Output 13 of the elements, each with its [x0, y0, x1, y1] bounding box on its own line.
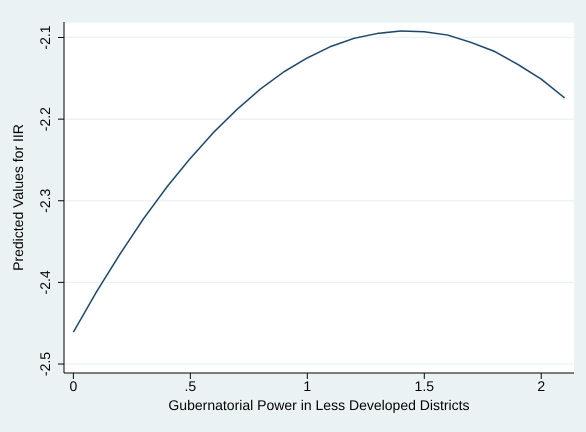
x-tick-label: 1.5 [414, 378, 434, 394]
y-tick-label: -2.1 [37, 25, 53, 50]
y-tick-label: -2.2 [37, 106, 53, 132]
x-tick-label: 0 [69, 378, 78, 394]
x-tick-label: 2 [537, 378, 546, 394]
x-tick-label: 1 [303, 378, 312, 394]
y-axis-title: Predicted Values for IIR [10, 124, 26, 271]
x-tick-label: .5 [184, 378, 196, 394]
y-tick-label: -2.3 [37, 188, 53, 213]
line-series [72, 30, 566, 333]
y-tick-label: -2.4 [37, 270, 53, 294]
y-tick-label: -2.5 [37, 352, 53, 376]
x-axis-title: Gubernatorial Power in Less Developed Districts [168, 397, 470, 413]
